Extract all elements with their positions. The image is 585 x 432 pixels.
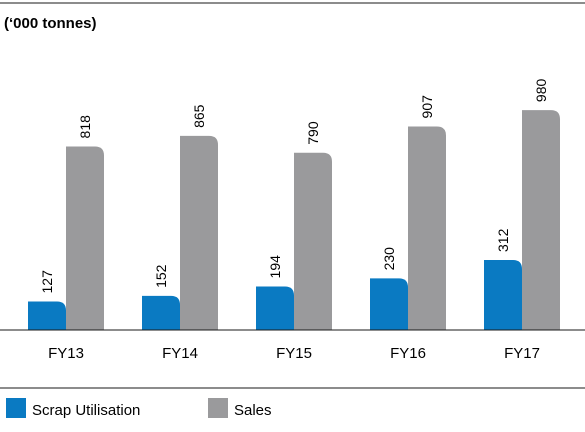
legend-label-scrap-utilisation: Scrap Utilisation [32,402,140,419]
value-label-scrap-utilisation-fy14: 152 [153,264,169,288]
bar-sales-fy15 [294,152,332,330]
bar-scrap-utilisation-fy17 [484,259,522,330]
value-label-scrap-utilisation-fy17: 312 [495,228,511,252]
unit-label: (‘000 tonnes) [4,15,97,32]
value-label-scrap-utilisation-fy15: 194 [267,255,283,279]
x-tick-fy17: FY17 [504,345,540,362]
value-label-sales-fy14: 865 [191,104,207,128]
bar-scrap-utilisation-fy15 [256,286,294,330]
bar-sales-fy17 [522,110,560,330]
value-label-sales-fy15: 790 [305,121,321,145]
x-tick-fy15: FY15 [276,345,312,362]
x-tick-fy14: FY14 [162,345,198,362]
value-label-sales-fy17: 980 [533,79,549,103]
bar-scrap-utilisation-fy14 [142,295,180,330]
legend: Scrap Utilisation Sales [6,398,272,419]
legend-label-sales: Sales [234,402,272,419]
value-label-sales-fy13: 818 [77,115,93,139]
x-tick-fy13: FY13 [48,345,84,362]
value-label-scrap-utilisation-fy16: 230 [381,247,397,271]
legend-swatch-scrap-utilisation [6,398,26,418]
value-label-sales-fy16: 907 [419,95,435,119]
bar-scrap-utilisation-fy13 [28,301,66,330]
bar-sales-fy16 [408,126,446,330]
legend-swatch-sales [208,398,228,418]
bar-sales-fy14 [180,135,218,330]
value-label-scrap-utilisation-fy13: 127 [39,270,55,294]
bars-group: 127 818 152 865 194 790 230 907 312 980 [28,79,560,330]
x-tick-fy16: FY16 [390,345,426,362]
x-tick-labels: FY13 FY14 FY15 FY16 FY17 [48,345,540,362]
bar-sales-fy13 [66,146,104,330]
bar-scrap-utilisation-fy16 [370,278,408,330]
